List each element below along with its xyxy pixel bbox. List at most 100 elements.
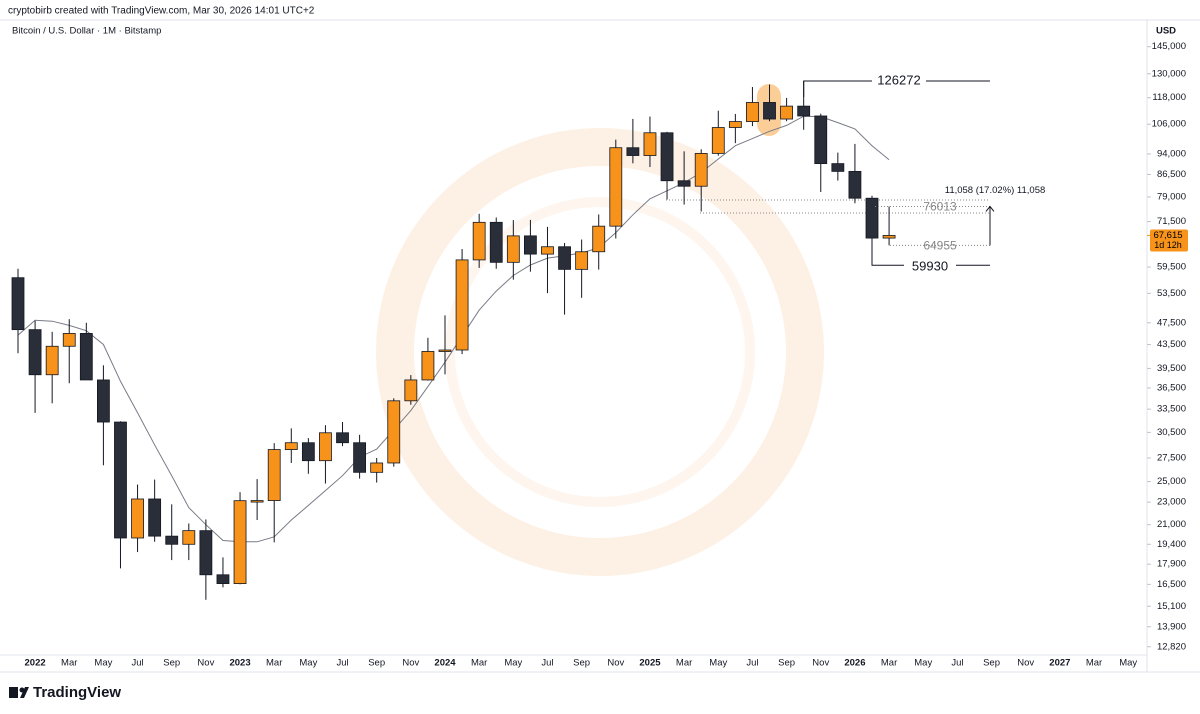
range-top-label: 76013 (923, 200, 957, 214)
y-tick-label: 118,000 (1152, 92, 1186, 103)
candle-body (28, 329, 42, 376)
x-tick-label: May (914, 658, 932, 669)
candle-body (780, 105, 793, 120)
y-tick-label: 23,000 (1157, 497, 1186, 508)
x-tick-label: Mar (61, 658, 77, 669)
x-tick-label: Sep (368, 658, 385, 669)
candle-body (711, 127, 725, 154)
candle-body (609, 147, 623, 227)
candle-body (233, 500, 247, 584)
chart-title: Bitcoin / U.S. Dollar · 1M · Bitstamp (12, 26, 161, 37)
x-tick-label: Sep (573, 658, 590, 669)
x-tick-label: Nov (197, 658, 214, 669)
y-tick-label: 39,500 (1157, 363, 1186, 374)
y-tick-label: 33,500 (1157, 404, 1186, 415)
y-tick-label: 86,500 (1157, 169, 1186, 180)
candle-body (387, 400, 401, 464)
candle-body (677, 180, 691, 187)
x-tick-label: Mar (881, 658, 897, 669)
candle-body (865, 197, 879, 239)
moving-average (17, 115, 890, 543)
candle-body (848, 170, 862, 199)
y-tick-label: 53,500 (1157, 288, 1186, 299)
candle-body (626, 147, 640, 156)
candle-body (319, 432, 332, 462)
low-label: 59930 (912, 259, 948, 274)
x-tick-label: May (504, 658, 522, 669)
candle-body (728, 121, 742, 128)
candle-body (575, 251, 589, 270)
y-tick-label: 71,500 (1157, 216, 1186, 227)
candle-body (267, 449, 281, 501)
x-tick-label: Jul (131, 658, 143, 669)
x-tick-label: Nov (1017, 658, 1034, 669)
candle-body (814, 115, 828, 165)
candle-body (216, 574, 230, 584)
candle-body (763, 102, 776, 120)
countdown: 1d 12h (1154, 240, 1182, 250)
x-tick-label: Mar (471, 658, 487, 669)
x-tick-label: 2022 (25, 658, 46, 669)
y-tick-label: 12,820 (1157, 641, 1186, 652)
candle-body (182, 530, 196, 545)
x-tick-label: 2025 (639, 658, 661, 669)
candle-body (131, 498, 144, 539)
candle-body (558, 246, 571, 270)
brand: TradingView (33, 684, 121, 701)
y-tick-label: 17,900 (1157, 559, 1186, 570)
x-tick-label: 2024 (434, 658, 456, 669)
candle-body (199, 530, 213, 576)
candle-body (438, 349, 452, 352)
y-tick-label: 27,500 (1157, 452, 1186, 463)
y-tick-label: 15,100 (1157, 601, 1186, 612)
watermark-inner (445, 197, 755, 507)
y-tick-label: 25,000 (1157, 476, 1186, 487)
candle-body (694, 153, 708, 187)
candle-body (404, 379, 418, 402)
y-tick-label: 130,000 (1152, 68, 1186, 79)
header: cryptobirb created with TradingView.com,… (8, 6, 315, 17)
measure-label: 11,058 (17.02%) 11,058 (945, 185, 1046, 196)
candle-body (831, 163, 845, 172)
candle-body (660, 132, 674, 182)
currency: USD (1156, 26, 1176, 37)
x-tick-label: Sep (163, 658, 180, 669)
candle-body (882, 235, 896, 239)
x-tick-label: May (299, 658, 317, 669)
y-tick-label: 47,500 (1157, 317, 1186, 328)
x-tick-label: Jul (746, 658, 758, 669)
y-tick-label: 21,000 (1157, 519, 1186, 530)
y-tick-label: 13,900 (1157, 621, 1186, 632)
logo-mark (9, 687, 18, 698)
x-tick-label: Mar (1086, 658, 1102, 669)
candle-body (746, 102, 759, 122)
candle-body (62, 333, 76, 347)
candle-body (524, 235, 537, 255)
candle-body (592, 225, 606, 253)
last-price-label: 67,615 (1153, 230, 1182, 241)
x-tick-label: May (94, 658, 112, 669)
x-tick-label: 2026 (844, 658, 865, 669)
candle-body (353, 442, 367, 473)
x-tick-label: Mar (266, 658, 282, 669)
logo-mark (20, 687, 29, 698)
candle-body (250, 500, 264, 503)
candle-body (643, 132, 657, 156)
x-tick-label: May (709, 658, 727, 669)
candle-body (336, 432, 349, 444)
y-tick-label: 145,000 (1152, 41, 1186, 52)
candle-body (472, 221, 486, 261)
range-bottom-label: 64955 (923, 239, 957, 253)
candle-body (541, 246, 554, 255)
x-tick-label: Nov (402, 658, 419, 669)
y-tick-label: 16,500 (1157, 579, 1186, 590)
x-tick-label: Nov (607, 658, 624, 669)
x-tick-label: 2023 (229, 658, 250, 669)
candle-body (370, 462, 384, 473)
candle-body (165, 535, 179, 545)
watermark (376, 128, 824, 576)
x-tick-label: Jul (336, 658, 348, 669)
candle-body (45, 345, 59, 376)
x-tick-label: May (1119, 658, 1137, 669)
